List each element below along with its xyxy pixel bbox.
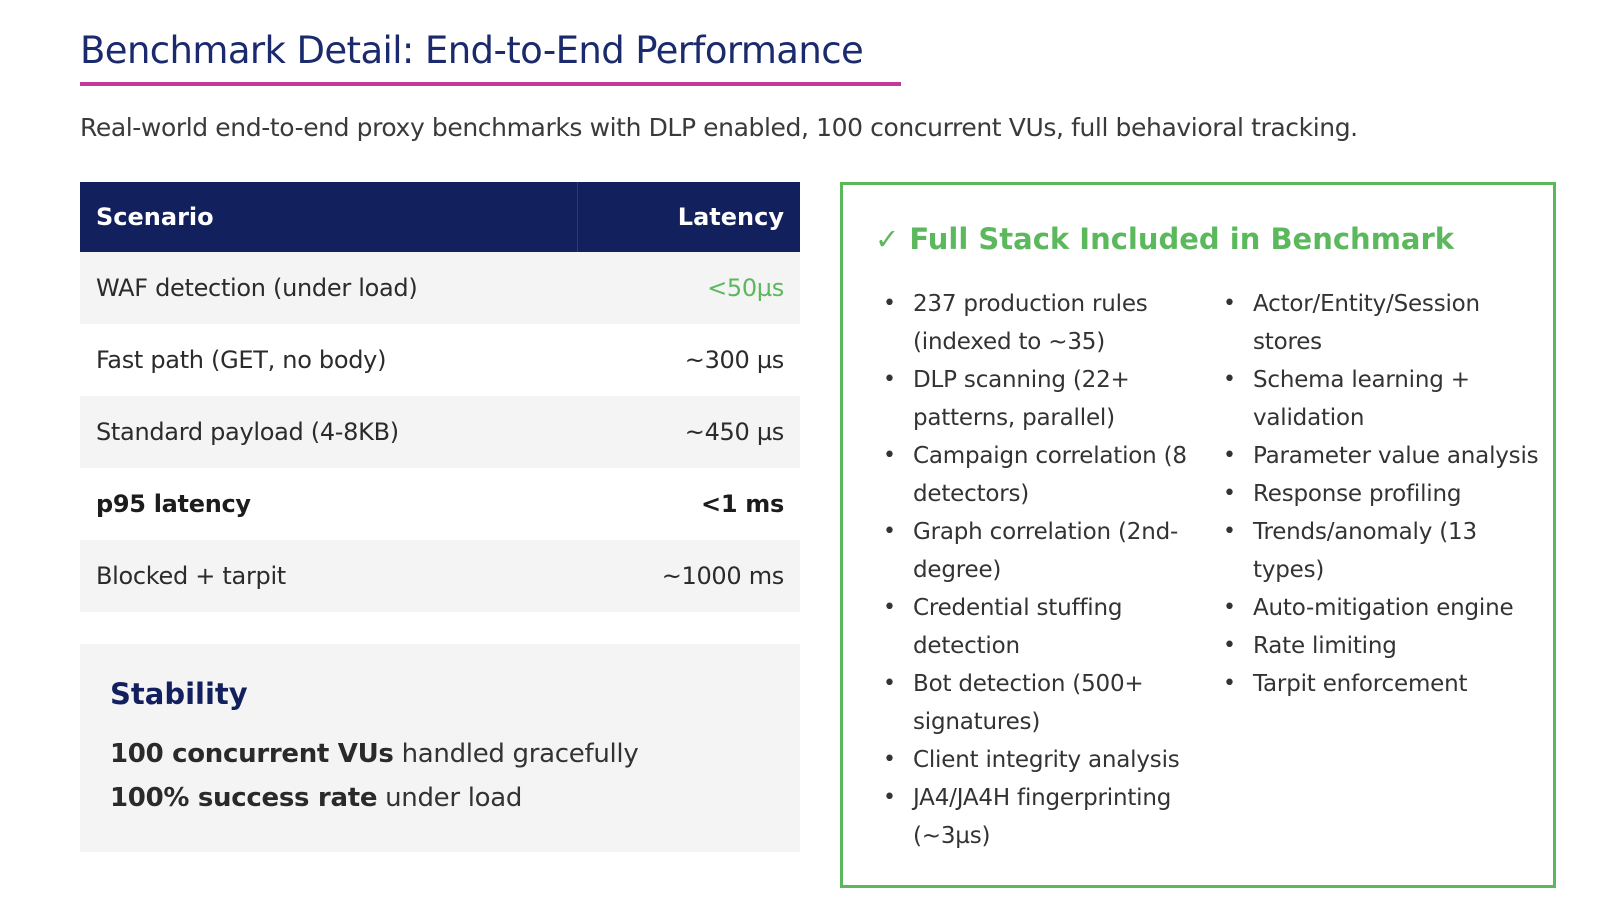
page-title: Benchmark Detail: End-to-End Performance — [80, 29, 864, 72]
list-item: Trends/anomaly (13 types) — [1219, 513, 1549, 589]
list-item: JA4/JA4H fingerprinting (~3µs) — [879, 779, 1209, 855]
list-item: Schema learning + validation — [1219, 361, 1549, 437]
list-item: Client integrity analysis — [879, 741, 1209, 779]
scenario-cell: Fast path (GET, no body) — [96, 346, 387, 374]
stability-vus-strong: 100 concurrent VUs — [110, 739, 394, 769]
stability-line-success: 100% success rate under load — [110, 780, 522, 816]
list-item: Auto-mitigation engine — [1219, 589, 1549, 627]
list-item: Graph correlation (2nd-degree) — [879, 513, 1209, 589]
stability-title: Stability — [110, 677, 248, 711]
page-subtitle: Real-world end-to-end proxy benchmarks w… — [80, 113, 1358, 142]
feature-list-right: Actor/Entity/Session stores Schema learn… — [1219, 285, 1549, 703]
table-row: Blocked + tarpit ~1000 ms — [80, 540, 800, 612]
column-header-scenario: Scenario — [80, 182, 578, 252]
list-item: Credential stuffing detection — [879, 589, 1209, 665]
title-underline — [80, 82, 901, 86]
list-item: Rate limiting — [1219, 627, 1549, 665]
full-stack-title: ✓ Full Stack Included in Benchmark — [875, 222, 1455, 256]
table-row: Fast path (GET, no body) ~300 µs — [80, 324, 800, 396]
latency-cell: ~300 µs — [684, 346, 785, 374]
scenario-cell: p95 latency — [96, 490, 251, 518]
latency-cell: <50µs — [577, 252, 800, 324]
stability-success-strong: 100% success rate — [110, 783, 378, 813]
latency-cell: ~1000 ms — [577, 540, 800, 612]
scenario-cell: Standard payload (4-8KB) — [80, 396, 578, 468]
column-header-latency: Latency — [577, 182, 800, 252]
list-item: DLP scanning (22+ patterns, parallel) — [879, 361, 1209, 437]
list-item: Bot detection (500+ signatures) — [879, 665, 1209, 741]
list-item: Tarpit enforcement — [1219, 665, 1549, 703]
full-stack-panel: ✓ Full Stack Included in Benchmark 237 p… — [840, 182, 1556, 888]
stability-line-vus: 100 concurrent VUs handled gracefully — [110, 736, 639, 772]
list-item: Response profiling — [1219, 475, 1549, 513]
scenario-cell: Blocked + tarpit — [80, 540, 578, 612]
latency-cell: ~450 µs — [577, 396, 800, 468]
list-item: 237 production rules (indexed to ~35) — [879, 285, 1209, 361]
stability-success-text: under load — [377, 783, 523, 813]
table-row: Standard payload (4-8KB) ~450 µs — [80, 396, 800, 468]
list-item: Campaign correlation (8 detectors) — [879, 437, 1209, 513]
scenario-cell: WAF detection (under load) — [80, 252, 578, 324]
latency-cell: <1 ms — [701, 490, 784, 518]
list-item: Actor/Entity/Session stores — [1219, 285, 1549, 361]
feature-list-left: 237 production rules (indexed to ~35) DL… — [879, 285, 1209, 855]
table-row: p95 latency <1 ms — [80, 468, 800, 540]
table-row: WAF detection (under load) <50µs — [80, 252, 800, 324]
latency-table: Scenario Latency WAF detection (under lo… — [80, 182, 800, 612]
list-item: Parameter value analysis — [1219, 437, 1549, 475]
stability-vus-text: handled gracefully — [393, 739, 639, 769]
stability-card: Stability 100 concurrent VUs handled gra… — [80, 644, 800, 852]
table-header-row: Scenario Latency — [80, 182, 800, 252]
